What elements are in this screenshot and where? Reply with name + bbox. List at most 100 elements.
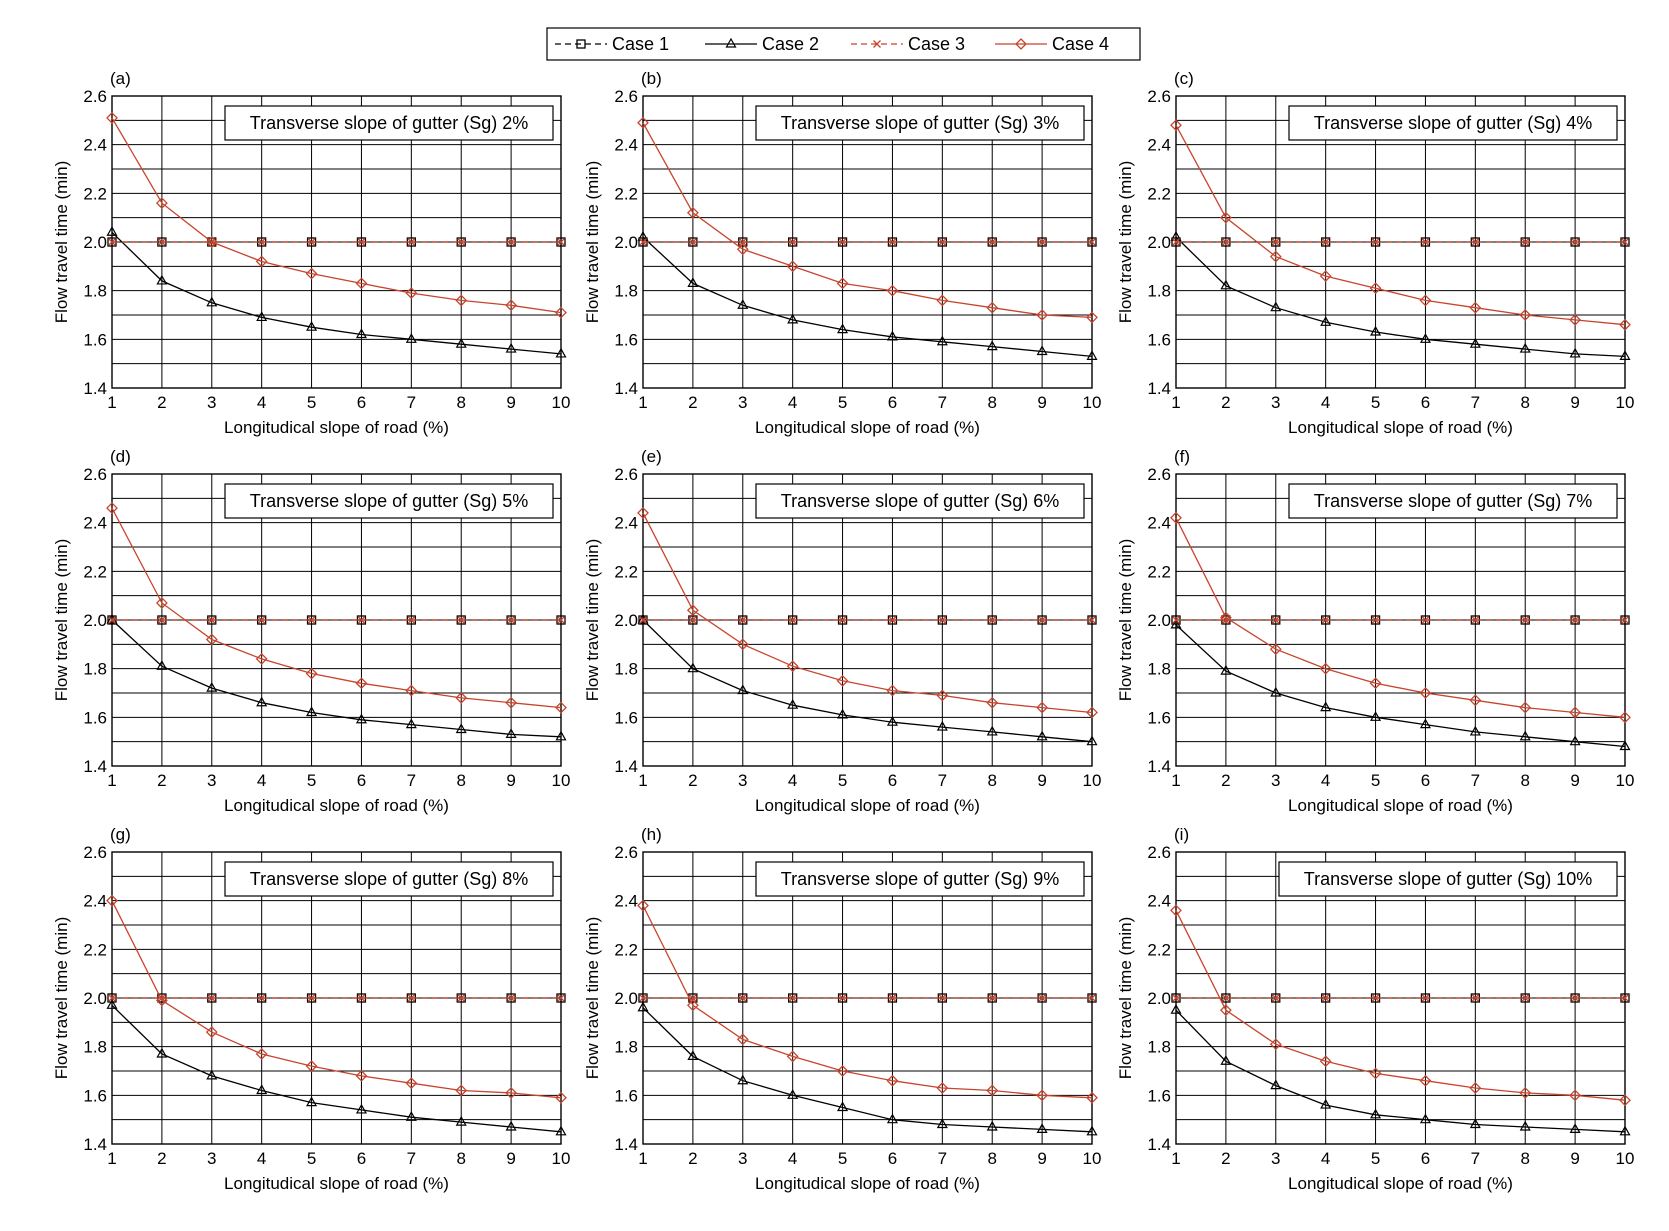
x-tick-label: 5 bbox=[1371, 771, 1380, 790]
data-point bbox=[106, 226, 118, 236]
data-point bbox=[156, 1047, 168, 1058]
data-point bbox=[886, 284, 899, 297]
data-point bbox=[838, 238, 847, 246]
x-tick-label: 8 bbox=[456, 771, 465, 790]
data-point bbox=[736, 243, 749, 256]
y-tick-label: 2.2 bbox=[83, 940, 107, 959]
data-point bbox=[557, 616, 565, 624]
y-tick-label: 1.8 bbox=[1147, 1038, 1171, 1057]
series-line bbox=[642, 1007, 1093, 1133]
series-line bbox=[642, 236, 1093, 358]
panel-g: 1 2 3 4 5 6 7 8 9 10 1.4 1.6 1.8 2.0 2.2 2.4 2.6 Longitud… bbox=[52, 825, 570, 1193]
data-point bbox=[986, 1084, 999, 1097]
y-tick-label: 1.6 bbox=[614, 330, 638, 349]
data-point bbox=[507, 994, 516, 1002]
y-tick-label: 2.0 bbox=[1147, 233, 1171, 252]
data-point bbox=[1569, 735, 1581, 746]
y-tick-label: 1.8 bbox=[1147, 660, 1171, 679]
data-point bbox=[1469, 725, 1481, 736]
y-axis-label: Flow travel time (min) bbox=[1116, 917, 1135, 1079]
y-axis-label: Flow travel time (min) bbox=[583, 917, 602, 1079]
data-point bbox=[555, 701, 567, 714]
panel-title: Transverse slope of gutter (Sg) 4% bbox=[1314, 113, 1592, 133]
data-point bbox=[738, 994, 747, 1002]
data-point bbox=[1619, 318, 1631, 331]
data-point bbox=[1471, 994, 1480, 1002]
data-point bbox=[305, 267, 318, 280]
data-point bbox=[1170, 511, 1182, 524]
data-point bbox=[407, 238, 416, 246]
x-tick-label: 8 bbox=[987, 771, 996, 790]
data-point bbox=[1471, 616, 1480, 624]
legend-entry-case-1: Case 1 bbox=[555, 34, 669, 54]
series-case-4 bbox=[1170, 119, 1631, 331]
data-point bbox=[108, 616, 116, 624]
x-tick-label: 4 bbox=[257, 1149, 266, 1168]
data-point bbox=[936, 689, 949, 702]
y-tick-label: 2.6 bbox=[83, 87, 107, 106]
data-point bbox=[936, 335, 948, 346]
title-box bbox=[1278, 861, 1618, 897]
data-point bbox=[1036, 730, 1048, 741]
x-tick-label: 10 bbox=[1616, 771, 1635, 790]
data-point bbox=[938, 994, 947, 1002]
data-point bbox=[836, 1065, 849, 1077]
x-axis-label: Longitudical slope of road (%) bbox=[224, 796, 449, 815]
data-point bbox=[407, 994, 416, 1002]
data-point bbox=[505, 299, 518, 312]
series-line bbox=[642, 512, 1093, 714]
x-tick-label: 2 bbox=[157, 1149, 166, 1168]
x-tick-label: 3 bbox=[207, 1149, 216, 1168]
x-tick-label: 6 bbox=[888, 393, 897, 412]
panel-label: (h) bbox=[641, 825, 662, 844]
data-point bbox=[837, 323, 849, 334]
x-tick-label: 5 bbox=[838, 771, 847, 790]
panel-title: Transverse slope of gutter (Sg) 9% bbox=[781, 869, 1059, 889]
data-point bbox=[405, 1077, 418, 1090]
y-tick-label: 1.4 bbox=[614, 1135, 638, 1154]
data-point bbox=[455, 1084, 468, 1097]
x-tick-label: 9 bbox=[1037, 1149, 1046, 1168]
series-case-4 bbox=[637, 507, 1098, 719]
x-tick-label: 5 bbox=[1371, 393, 1380, 412]
title-box bbox=[224, 105, 554, 141]
data-point bbox=[1419, 687, 1432, 699]
data-point bbox=[505, 342, 517, 353]
x-tick-label: 10 bbox=[1083, 393, 1102, 412]
data-point bbox=[639, 994, 647, 1002]
series-case-2 bbox=[106, 226, 567, 358]
data-point bbox=[207, 238, 216, 246]
panel-title: Transverse slope of gutter (Sg) 8% bbox=[250, 869, 528, 889]
data-point bbox=[206, 1069, 218, 1080]
data-point bbox=[688, 238, 697, 246]
data-point bbox=[837, 1101, 849, 1112]
data-point bbox=[986, 301, 999, 314]
y-tick-label: 1.4 bbox=[83, 379, 107, 398]
data-point bbox=[155, 597, 168, 609]
data-point bbox=[1172, 616, 1180, 624]
legend-square-marker bbox=[576, 39, 586, 49]
y-tick-label: 2.2 bbox=[1147, 940, 1171, 959]
data-point bbox=[505, 1086, 518, 1099]
data-point bbox=[788, 994, 797, 1002]
y-tick-label: 2.2 bbox=[614, 562, 638, 581]
x-tick-label: 2 bbox=[1221, 771, 1230, 790]
x-tick-label: 3 bbox=[1271, 771, 1280, 790]
data-point bbox=[1519, 701, 1532, 714]
data-point bbox=[1086, 311, 1098, 324]
data-point bbox=[557, 994, 565, 1002]
data-point bbox=[737, 299, 749, 309]
data-point bbox=[1088, 616, 1096, 624]
x-tick-label: 8 bbox=[456, 1149, 465, 1168]
data-point bbox=[988, 616, 997, 624]
data-point bbox=[307, 616, 316, 624]
x-tick-label: 6 bbox=[1421, 393, 1430, 412]
data-point bbox=[886, 330, 898, 341]
data-point bbox=[1269, 1038, 1282, 1051]
data-point bbox=[1619, 1094, 1631, 1107]
data-point bbox=[1321, 616, 1330, 624]
series-case-4 bbox=[637, 899, 1098, 1104]
data-point bbox=[505, 728, 517, 738]
data-point bbox=[986, 340, 998, 351]
panel-label: (b) bbox=[641, 69, 662, 88]
